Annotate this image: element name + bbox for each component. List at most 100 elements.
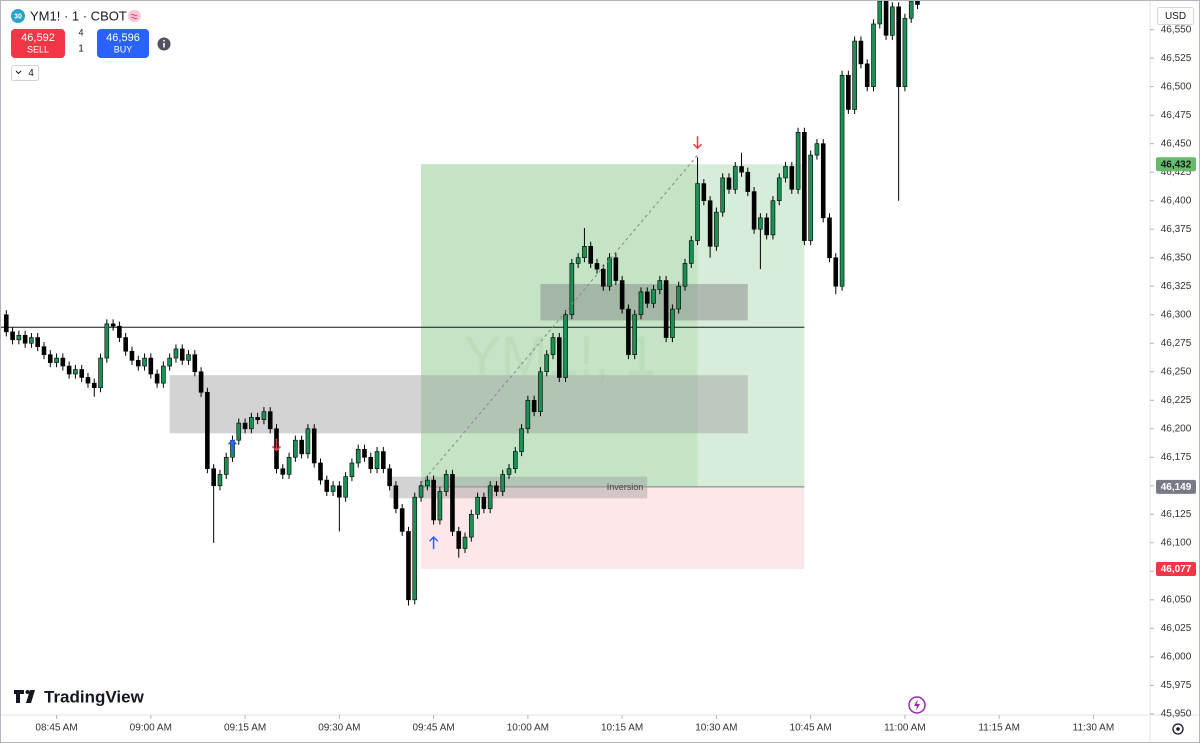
candle-body <box>330 485 336 492</box>
candle-body <box>864 63 870 87</box>
plot-area: YM1!, 1Inversion <box>0 0 920 606</box>
candle-body <box>858 40 864 65</box>
candle-body <box>776 177 782 202</box>
y-tick-label: 46,550 <box>1161 24 1192 35</box>
candle-body <box>142 357 147 367</box>
x-tick-label: 11:30 AM <box>1073 723 1115 734</box>
candle-body <box>148 357 154 375</box>
price-label: 46,432 <box>1161 159 1192 170</box>
candle-body <box>820 143 826 219</box>
candle-body <box>739 166 744 173</box>
y-tick-label: 46,025 <box>1161 623 1192 634</box>
symbol-title[interactable]: YM1! · 1 · CBOT <box>30 8 127 23</box>
candle-body <box>47 354 53 363</box>
candle-body <box>670 308 675 338</box>
y-tick-label: 46,300 <box>1161 309 1192 320</box>
candle-body <box>732 166 738 190</box>
y-tick-label: 46,000 <box>1161 651 1192 662</box>
candle-body <box>73 369 78 375</box>
y-tick-label: 46,525 <box>1161 53 1192 64</box>
candle-body <box>22 334 28 344</box>
price-label: 46,077 <box>1161 564 1192 575</box>
logo-text[interactable]: TradingView <box>44 687 145 706</box>
candle-body <box>161 365 166 384</box>
candle-body <box>104 323 110 359</box>
x-tick-label: 10:15 AM <box>601 723 643 734</box>
candle-body <box>644 291 650 304</box>
candle-body <box>852 40 857 110</box>
candle-body <box>714 211 719 247</box>
candle-body <box>506 468 512 475</box>
candle-body <box>406 531 411 601</box>
sell-price: 46,592 <box>21 32 55 44</box>
candle-body <box>3 314 9 333</box>
buy-label: BUY <box>114 44 133 54</box>
candle-body <box>236 422 242 441</box>
candle-body <box>267 411 273 430</box>
sell-button[interactable] <box>11 29 65 58</box>
candle-body <box>462 536 468 549</box>
chevron <box>15 70 22 75</box>
y-tick-label: 45,950 <box>1161 709 1192 720</box>
candle-body <box>569 263 575 316</box>
candle-body <box>469 513 474 538</box>
indicator-toggle[interactable] <box>11 65 39 81</box>
price-label-box <box>1156 479 1196 494</box>
badge-text: 30 <box>14 13 22 20</box>
zone <box>540 283 748 321</box>
candle-body <box>299 439 304 455</box>
candle-body <box>613 257 619 281</box>
candle-body <box>242 422 248 430</box>
candle-body <box>123 337 128 352</box>
zone <box>169 375 748 434</box>
x-tick-label: 09:30 AM <box>318 723 360 734</box>
candle-body <box>544 354 550 373</box>
x-tick-label: 11:00 AM <box>884 723 926 734</box>
x-tick-label: 10:00 AM <box>507 723 549 734</box>
candle-body <box>79 369 84 378</box>
currency-box[interactable] <box>1157 7 1194 25</box>
candle-body <box>186 354 191 361</box>
info-icon-dot <box>163 39 165 42</box>
candle-body <box>556 337 562 378</box>
candle-body <box>311 428 317 464</box>
candle-body <box>450 474 455 532</box>
candle-body <box>343 476 348 498</box>
candle-body <box>425 479 430 487</box>
candle-body <box>582 246 587 259</box>
candle-body <box>129 350 135 361</box>
y-tick-label: 46,425 <box>1161 167 1192 178</box>
candle-body <box>198 371 204 393</box>
y-tick-label: 46,375 <box>1161 224 1192 235</box>
candle-body <box>179 348 185 361</box>
sell-label: SELL <box>27 44 49 54</box>
candle-body <box>751 191 757 230</box>
x-tick-label: 11:15 AM <box>978 723 1020 734</box>
candle-body <box>695 183 700 241</box>
buy-button[interactable] <box>97 29 149 58</box>
candle-body <box>355 448 361 464</box>
candle-body <box>758 217 763 230</box>
candle-body <box>795 131 801 190</box>
candle-body <box>280 468 286 475</box>
candle-body <box>720 177 725 213</box>
candle-body <box>908 0 914 19</box>
candle-body <box>29 337 34 344</box>
profit-zone-filled <box>421 164 698 487</box>
candle-body <box>481 496 487 509</box>
candle-body <box>35 337 41 347</box>
candle-body <box>538 371 543 412</box>
y-tick-label: 46,100 <box>1161 537 1192 548</box>
candle-body <box>223 456 229 475</box>
y-tick-label: 46,250 <box>1161 366 1192 377</box>
candle-body <box>487 485 493 509</box>
candle-body <box>519 428 524 452</box>
candle-body <box>600 268 606 287</box>
candle-body <box>399 508 405 532</box>
candle-body <box>827 217 832 259</box>
candle-body <box>676 285 681 310</box>
candle-body <box>883 0 889 36</box>
settings-icon[interactable] <box>1172 723 1184 735</box>
profit-zone <box>421 164 805 487</box>
candle-body <box>85 377 91 384</box>
